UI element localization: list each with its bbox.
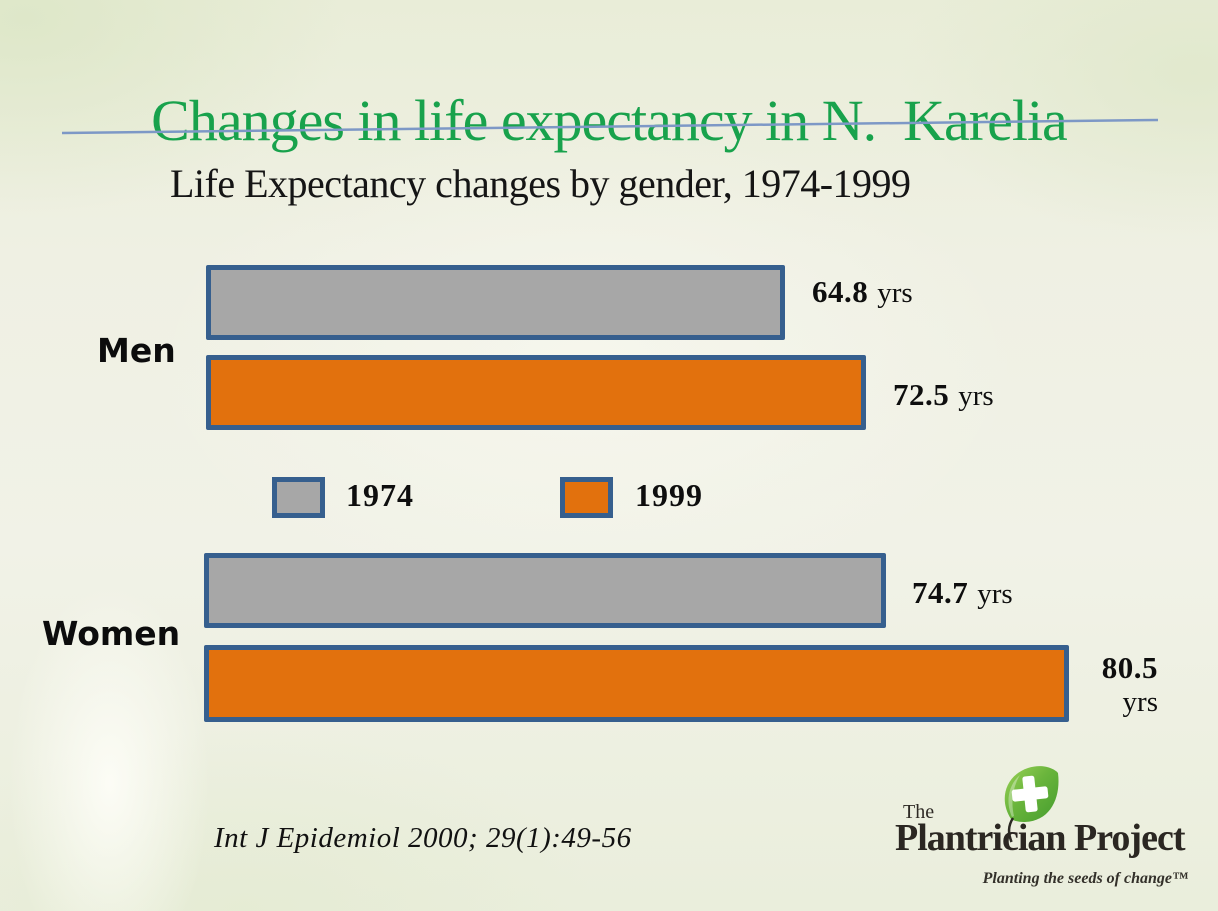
bar-men-1974 [206, 265, 785, 340]
title-underline [61, 118, 1159, 135]
category-label-men: Men [97, 331, 176, 370]
logo-name: Plantrician Project [895, 817, 1185, 859]
category-label-women: Women [42, 614, 181, 653]
plantrician-logo: The Plantrician Project Planting the see… [895, 764, 1190, 896]
value-number: 72.5 [893, 377, 950, 412]
value-unit: yrs [1122, 686, 1158, 718]
value-number: 74.7 [912, 575, 969, 610]
value-label-women-1999: 80.5 yrs [1082, 650, 1158, 720]
legend-swatch-1999 [560, 477, 613, 518]
bar-women-1999 [204, 645, 1069, 722]
legend-swatch-1974 [272, 477, 325, 518]
value-unit: yrs [958, 380, 994, 412]
chart-subtitle: Life Expectancy changes by gender, 1974-… [170, 161, 911, 206]
logo-prefix: The [903, 801, 935, 823]
bar-women-1974 [204, 553, 886, 628]
value-unit: yrs [977, 578, 1013, 610]
bar-men-1999 [206, 355, 866, 430]
legend-label-1974: 1974 [346, 477, 414, 513]
logo-tagline: Planting the seeds of change™ [982, 870, 1188, 887]
value-label-men-1999: 72.5 yrs [893, 377, 994, 413]
citation: Int J Epidemiol 2000; 29(1):49-56 [214, 822, 632, 854]
value-number: 80.5 [1101, 650, 1158, 685]
slide-title: Changes in life expectancy in N. Karelia [151, 87, 1068, 153]
leaf-plus-icon [1004, 766, 1059, 843]
value-number: 64.8 [812, 274, 869, 309]
value-unit: yrs [877, 277, 913, 309]
legend-label-1999: 1999 [635, 477, 703, 513]
value-label-women-1974: 74.7 yrs [912, 575, 1013, 611]
value-label-men-1974: 64.8 yrs [812, 274, 913, 310]
